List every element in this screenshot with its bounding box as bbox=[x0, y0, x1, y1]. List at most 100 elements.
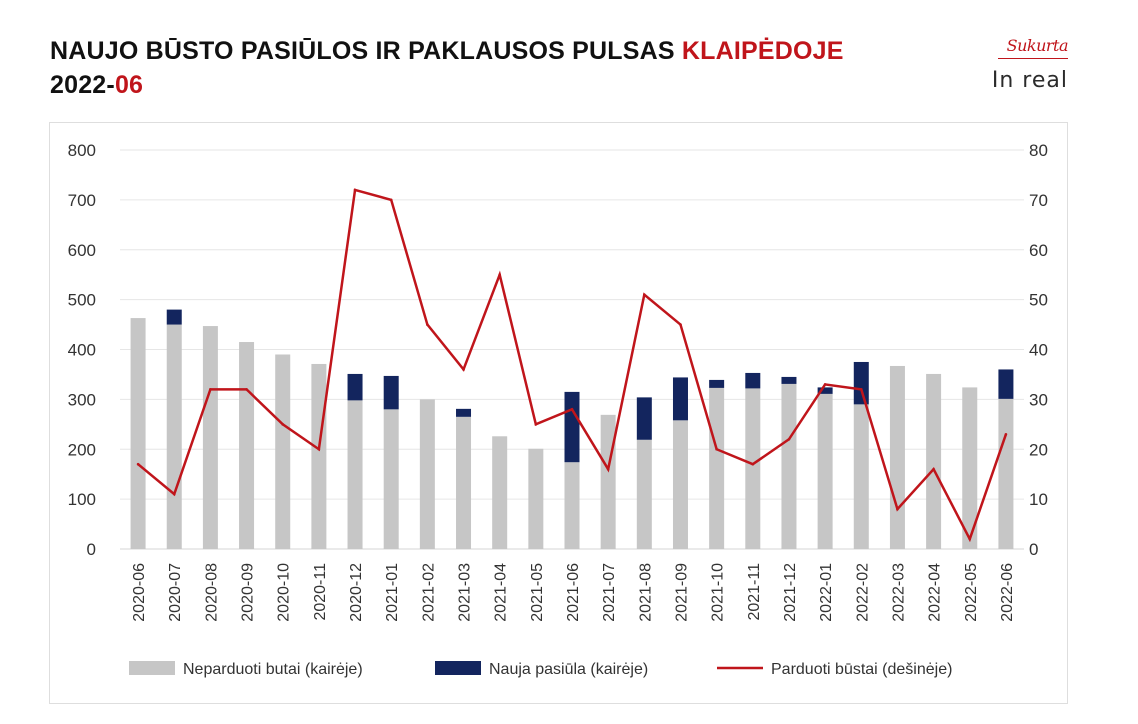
bar-unsold bbox=[672, 420, 688, 549]
bar-new-supply bbox=[817, 387, 833, 394]
bar-new-supply bbox=[383, 375, 399, 410]
chart-period: 2022-06 bbox=[50, 68, 844, 102]
bar-unsold bbox=[383, 409, 399, 549]
sold-point bbox=[245, 388, 248, 391]
sold-point bbox=[534, 423, 538, 426]
x-tick-label: 2022-01 bbox=[818, 563, 835, 622]
x-tick-label: 2021-02 bbox=[420, 563, 437, 622]
x-tick-label: 2020-09 bbox=[240, 563, 257, 622]
sold-point bbox=[462, 368, 465, 371]
sold-point bbox=[679, 323, 682, 326]
sold-point bbox=[751, 462, 755, 466]
sold-point bbox=[859, 388, 863, 391]
brand-logo: Sukurta In real bbox=[984, 36, 1069, 100]
x-tick-label: 2020-10 bbox=[276, 563, 293, 622]
y-left-tick-label: 700 bbox=[68, 191, 96, 210]
bar-unsold bbox=[311, 363, 327, 549]
sold-point bbox=[968, 537, 972, 541]
x-tick-label: 2022-03 bbox=[890, 563, 907, 622]
period-month: 06 bbox=[114, 71, 144, 99]
y-left-tick-label: 600 bbox=[68, 241, 96, 260]
sold-point bbox=[787, 437, 791, 441]
bar-unsold bbox=[817, 393, 833, 549]
sold-point bbox=[606, 467, 610, 471]
sold-point bbox=[1004, 432, 1008, 436]
x-tick-label: 2021-07 bbox=[601, 563, 618, 622]
brand-inreal: In real bbox=[991, 68, 1068, 93]
bar-new-supply bbox=[564, 391, 580, 463]
sold-point bbox=[172, 492, 176, 496]
sold-point bbox=[281, 423, 285, 426]
x-tick-label: 2021-09 bbox=[673, 563, 690, 622]
x-tick-label: 2021-11 bbox=[746, 563, 763, 621]
sold-point bbox=[209, 388, 212, 391]
bar-unsold bbox=[745, 388, 761, 549]
sold-point bbox=[932, 467, 935, 471]
x-tick-label: 2021-06 bbox=[565, 563, 582, 622]
bar-unsold bbox=[709, 387, 725, 549]
bar-unsold bbox=[600, 414, 616, 549]
y-right-tick-label: 0 bbox=[1029, 540, 1038, 559]
bar-unsold bbox=[202, 326, 218, 549]
chart-title: NAUJO BŪSTO PASIŪLOS IR PAKLAUSOS PULSAS… bbox=[50, 34, 844, 68]
bar-unsold bbox=[492, 436, 508, 549]
y-left-tick-label: 100 bbox=[68, 490, 96, 509]
x-tick-label: 2021-04 bbox=[493, 563, 510, 622]
x-tick-label: 2020-12 bbox=[348, 563, 365, 622]
bar-unsold bbox=[275, 354, 291, 549]
bar-unsold bbox=[528, 448, 544, 549]
x-tick-label: 2020-08 bbox=[203, 563, 220, 622]
legend-label-unsold: Neparduoti butai (kairėje) bbox=[183, 661, 363, 678]
legend-swatch-new-supply bbox=[435, 661, 481, 675]
y-right-tick-label: 50 bbox=[1029, 291, 1048, 310]
legend-label-sold: Parduoti būstai (dešinėje) bbox=[771, 661, 952, 678]
brand-sukurta: Sukurta bbox=[1006, 36, 1069, 55]
bar-unsold bbox=[564, 462, 580, 549]
x-tick-label: 2021-05 bbox=[529, 563, 546, 622]
bar-new-supply bbox=[853, 361, 869, 405]
bar-unsold bbox=[636, 439, 652, 549]
bar-unsold bbox=[166, 324, 182, 549]
bar-new-supply bbox=[347, 373, 363, 401]
bar-new-supply bbox=[672, 377, 688, 421]
bar-new-supply bbox=[998, 369, 1014, 399]
y-right-tick-label: 60 bbox=[1029, 241, 1048, 260]
x-tick-label: 2022-04 bbox=[927, 563, 944, 622]
y-left-tick-label: 500 bbox=[68, 291, 96, 310]
sold-point bbox=[823, 383, 827, 386]
period-year: 2022- bbox=[50, 71, 115, 99]
x-tick-label: 2022-05 bbox=[963, 563, 980, 622]
sold-point bbox=[136, 462, 140, 466]
y-left-tick-label: 400 bbox=[68, 341, 96, 360]
bar-unsold bbox=[889, 365, 905, 549]
y-right-tick-label: 70 bbox=[1029, 191, 1048, 210]
x-tick-label: 2021-01 bbox=[384, 563, 401, 622]
x-tick-label: 2020-06 bbox=[131, 563, 148, 622]
sold-point bbox=[317, 447, 321, 451]
x-tick-label: 2022-02 bbox=[854, 563, 871, 622]
bar-new-supply bbox=[781, 376, 797, 384]
y-left-tick-label: 300 bbox=[68, 390, 96, 409]
bar-unsold bbox=[419, 399, 435, 549]
y-right-tick-label: 20 bbox=[1029, 440, 1048, 459]
x-tick-label: 2021-08 bbox=[637, 563, 654, 622]
x-tick-label: 2021-03 bbox=[457, 563, 474, 622]
y-left-tick-label: 0 bbox=[87, 540, 96, 559]
bar-new-supply bbox=[636, 397, 652, 440]
y-left-tick-label: 200 bbox=[68, 440, 96, 459]
y-left-tick-label: 800 bbox=[68, 141, 96, 160]
sold-point bbox=[498, 273, 501, 276]
y-right-tick-label: 30 bbox=[1029, 390, 1048, 409]
bar-new-supply bbox=[456, 408, 472, 417]
sold-point bbox=[353, 188, 357, 192]
sold-point bbox=[715, 447, 718, 451]
bar-unsold bbox=[130, 318, 146, 549]
x-tick-label: 2020-11 bbox=[312, 563, 329, 621]
x-tick-label: 2021-10 bbox=[710, 563, 727, 622]
bar-unsold bbox=[962, 387, 978, 549]
bar-unsold bbox=[926, 373, 942, 549]
sold-point bbox=[426, 323, 429, 326]
x-tick-label: 2021-12 bbox=[782, 563, 799, 622]
bar-unsold bbox=[781, 383, 797, 549]
y-right-tick-label: 10 bbox=[1029, 490, 1048, 509]
